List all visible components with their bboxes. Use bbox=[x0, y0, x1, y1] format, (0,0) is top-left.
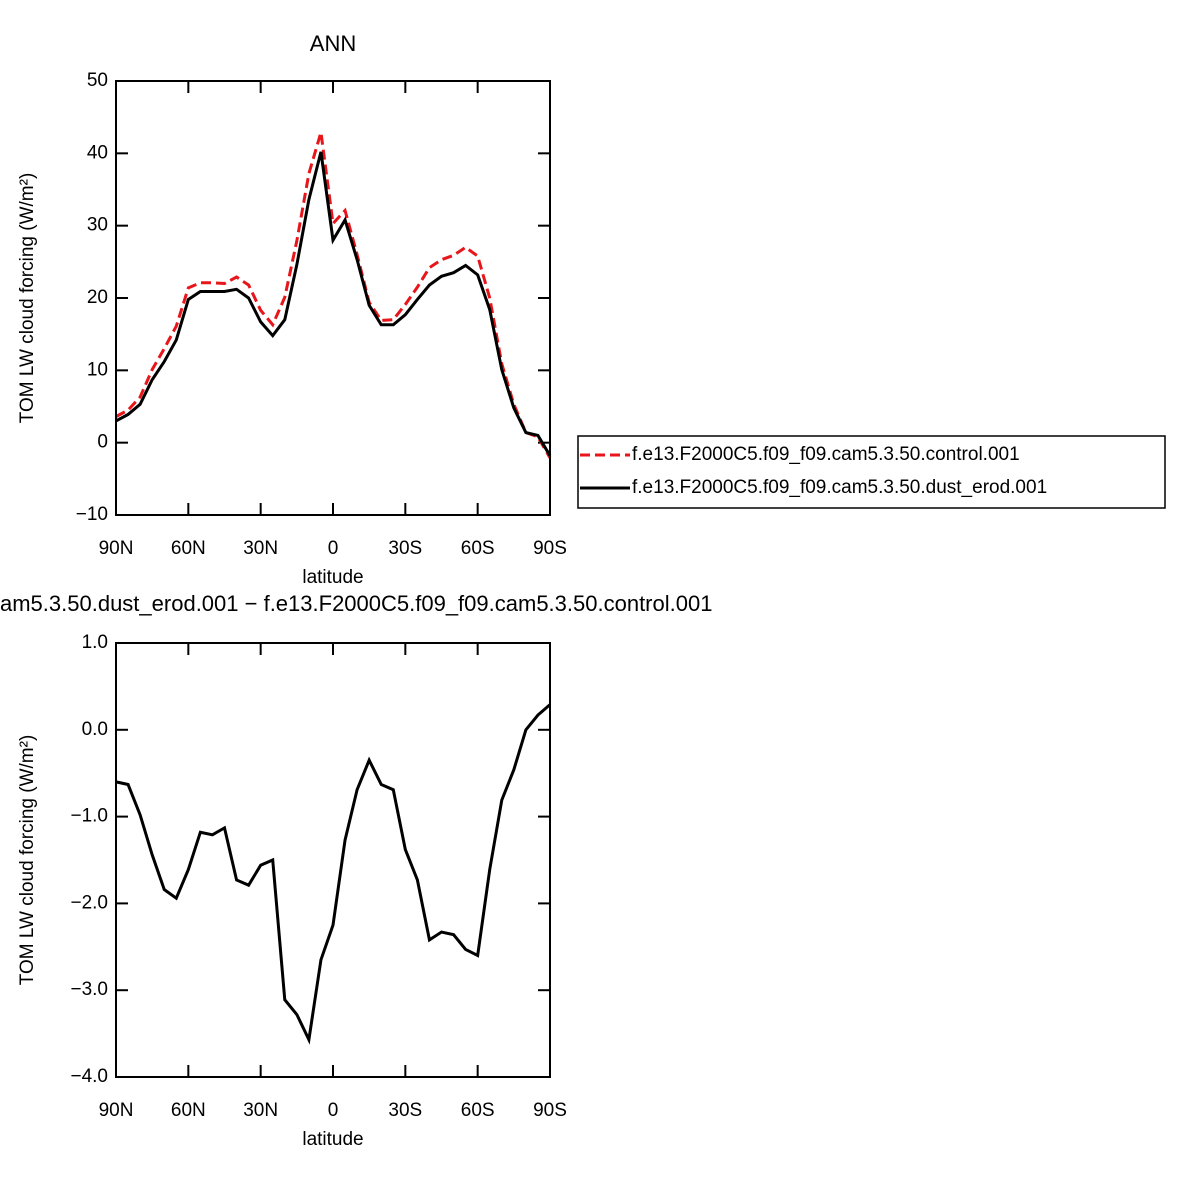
x-tick-label: 30N bbox=[243, 538, 278, 559]
y-tick-label: −2.0 bbox=[70, 892, 108, 913]
y-tick-label: 50 bbox=[87, 70, 108, 91]
legend-label: f.e13.F2000C5.f09_f09.cam5.3.50.control.… bbox=[632, 444, 1020, 465]
x-tick-label: 60N bbox=[171, 1100, 206, 1121]
y-axis-label: TOM LW cloud forcing (W/m²) bbox=[17, 173, 38, 424]
y-tick-label: −10 bbox=[76, 504, 108, 525]
y-tick-label: 1.0 bbox=[82, 632, 108, 653]
y-tick-label: 10 bbox=[87, 359, 108, 380]
x-tick-label: 90S bbox=[533, 1100, 567, 1121]
y-tick-label: −3.0 bbox=[70, 979, 108, 1000]
y-tick-label: −4.0 bbox=[70, 1066, 108, 1087]
legend-box bbox=[577, 435, 1166, 509]
y-tick-label: 0.0 bbox=[82, 719, 108, 740]
y-tick-label: 20 bbox=[87, 287, 108, 308]
y-tick-label: −1.0 bbox=[70, 806, 108, 827]
data-line bbox=[115, 703, 551, 1045]
x-tick-label: 30N bbox=[243, 1100, 278, 1121]
y-tick-label: 0 bbox=[97, 432, 108, 453]
data-line bbox=[115, 131, 552, 459]
x-tick-label: 90N bbox=[99, 538, 134, 559]
x-tick-label: 30S bbox=[388, 1100, 422, 1121]
x-tick-label: 0 bbox=[328, 1100, 339, 1121]
chart-title: ANN bbox=[310, 31, 356, 56]
x-axis-label: latitude bbox=[302, 567, 363, 588]
x-tick-label: 30S bbox=[388, 538, 422, 559]
x-tick-label: 60S bbox=[461, 1100, 495, 1121]
x-tick-label: 90N bbox=[99, 1100, 134, 1121]
chart-title: am5.3.50.dust_erod.001 − f.e13.F2000C5.f… bbox=[0, 591, 712, 616]
legend-label: f.e13.F2000C5.f09_f09.cam5.3.50.dust_ero… bbox=[632, 477, 1047, 498]
x-tick-label: 60N bbox=[171, 538, 206, 559]
y-tick-label: 40 bbox=[87, 142, 108, 163]
x-tick-label: 0 bbox=[328, 538, 339, 559]
y-axis-label: TOM LW cloud forcing (W/m²) bbox=[17, 735, 38, 986]
x-axis-label: latitude bbox=[302, 1129, 363, 1150]
x-tick-label: 60S bbox=[461, 538, 495, 559]
y-tick-label: 30 bbox=[87, 215, 108, 236]
plot-frame bbox=[115, 80, 551, 516]
data-line bbox=[115, 151, 552, 457]
plot-frame bbox=[115, 642, 551, 1078]
x-tick-label: 90S bbox=[533, 538, 567, 559]
